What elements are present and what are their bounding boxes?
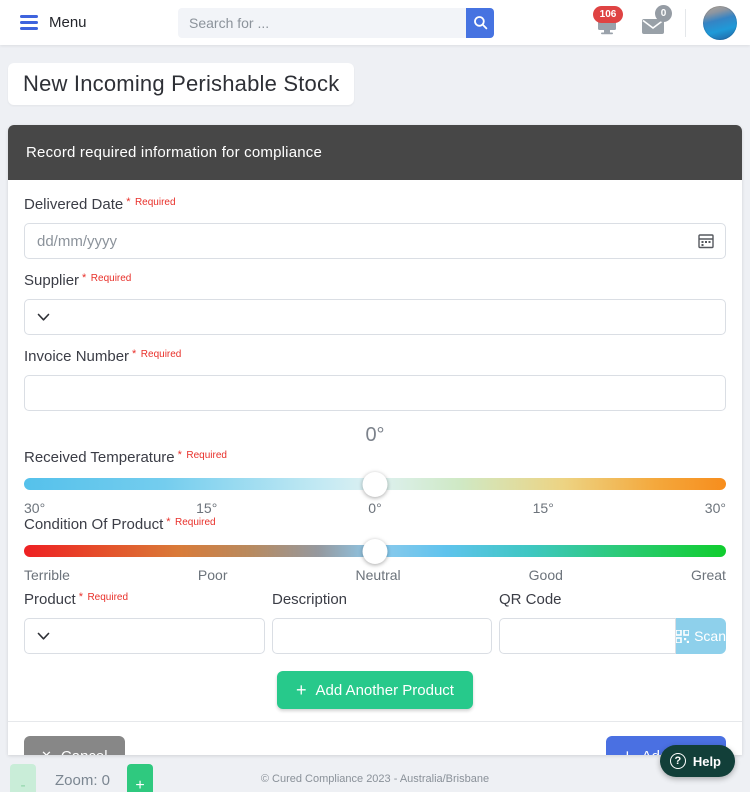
search-bar bbox=[178, 7, 494, 38]
supplier-select[interactable] bbox=[24, 299, 726, 335]
required-marker: * Required bbox=[177, 449, 227, 461]
top-navbar: Menu 106 bbox=[0, 0, 750, 45]
menu-toggle[interactable]: Menu bbox=[0, 14, 178, 31]
close-icon: ✕ bbox=[41, 748, 52, 755]
zoom-out-button[interactable]: - bbox=[10, 764, 36, 792]
add-product-row: + Add Another Product bbox=[24, 671, 726, 709]
chevron-down-icon bbox=[37, 313, 50, 321]
invoice-number-label: Invoice Number bbox=[24, 348, 130, 365]
search-icon bbox=[473, 16, 487, 30]
tick-label: 30° bbox=[704, 500, 726, 516]
condition-ticks: Terrible Poor Neutral Good Great bbox=[24, 567, 726, 583]
page-title-card: New Incoming Perishable Stock bbox=[8, 63, 355, 105]
notifications-badge: 106 bbox=[593, 5, 623, 23]
description-label: Description bbox=[272, 591, 348, 608]
delivered-date-group: Delivered Date * Required bbox=[24, 196, 726, 259]
tick-label: Great bbox=[690, 567, 726, 583]
zoom-controls: - Zoom: 0 + bbox=[10, 764, 154, 792]
card-actions: ✕ Cancel + Add Stock bbox=[8, 722, 742, 755]
required-marker: * Required bbox=[132, 348, 182, 360]
plus-icon: + bbox=[296, 679, 307, 700]
messages-button[interactable]: 0 bbox=[640, 4, 672, 38]
hamburger-menu-icon[interactable] bbox=[20, 15, 38, 30]
tick-label: 30° bbox=[24, 500, 46, 516]
received-temperature-label: Received Temperature bbox=[24, 449, 175, 466]
invoice-number-input[interactable] bbox=[24, 375, 726, 411]
qr-code-input[interactable] bbox=[499, 618, 677, 654]
search-input[interactable] bbox=[178, 7, 466, 38]
product-row: Product * Required Description QR Code bbox=[24, 591, 726, 654]
navbar-actions: 106 0 bbox=[593, 4, 750, 40]
required-marker: * Required bbox=[166, 516, 216, 528]
description-input[interactable] bbox=[272, 618, 492, 654]
tick-label: Terrible bbox=[24, 567, 70, 583]
cancel-button[interactable]: ✕ Cancel bbox=[24, 736, 125, 755]
tick-label: Good bbox=[528, 567, 563, 583]
tick-label: 15° bbox=[196, 500, 218, 516]
calendar-icon[interactable] bbox=[698, 233, 714, 249]
copyright-text: © Cured Compliance 2023 - Australia/Bris… bbox=[260, 773, 490, 785]
tick-label: Neutral bbox=[355, 567, 401, 583]
card-divider bbox=[8, 721, 742, 722]
cancel-button-label: Cancel bbox=[61, 748, 108, 756]
qr-code-group: QR Code Scan bbox=[499, 591, 726, 654]
help-button[interactable]: ? Help bbox=[659, 745, 735, 777]
condition-of-product-label: Condition Of Product bbox=[24, 516, 164, 533]
temperature-slider[interactable] bbox=[24, 471, 726, 497]
user-avatar[interactable] bbox=[703, 5, 737, 40]
supplier-label: Supplier bbox=[24, 272, 80, 289]
required-marker: * Required bbox=[82, 272, 132, 284]
zoom-in-button[interactable]: + bbox=[127, 764, 154, 792]
add-another-product-label: Add Another Product bbox=[315, 681, 454, 699]
zoom-level: Zoom: 0 bbox=[55, 772, 111, 789]
plus-icon: + bbox=[622, 746, 633, 756]
qr-code-icon bbox=[676, 629, 690, 643]
description-group: Description bbox=[272, 591, 492, 654]
page-title: New Incoming Perishable Stock bbox=[23, 71, 340, 96]
product-label: Product bbox=[24, 591, 76, 608]
required-marker: * Required bbox=[126, 196, 176, 208]
received-temperature-group: 0° Received Temperature * Required 30° 15… bbox=[24, 424, 726, 516]
tick-label: Poor bbox=[197, 567, 228, 583]
delivered-date-label: Delivered Date bbox=[24, 196, 124, 213]
tick-label: 0° bbox=[368, 500, 382, 516]
tick-label: 15° bbox=[532, 500, 554, 516]
invoice-number-group: Invoice Number * Required bbox=[24, 348, 726, 411]
supplier-group: Supplier * Required bbox=[24, 272, 726, 335]
condition-of-product-group: Condition Of Product * Required Terrible … bbox=[24, 516, 726, 583]
scan-button[interactable]: Scan bbox=[676, 618, 726, 654]
temperature-ticks: 30° 15° 0° 15° 30° bbox=[24, 500, 726, 516]
menu-label[interactable]: Menu bbox=[49, 14, 87, 31]
add-another-product-button[interactable]: + Add Another Product bbox=[277, 671, 473, 709]
temperature-slider-thumb[interactable] bbox=[362, 471, 388, 497]
product-group: Product * Required bbox=[24, 591, 265, 654]
scan-button-label: Scan bbox=[694, 628, 726, 644]
question-icon: ? bbox=[669, 753, 686, 769]
card-body: Delivered Date* Required Supplier* Requi… bbox=[8, 180, 742, 709]
qr-code-label: QR Code bbox=[499, 591, 562, 608]
stock-form-card: Record required information for complian… bbox=[8, 125, 742, 755]
condition-slider-thumb[interactable] bbox=[362, 538, 388, 564]
search-button[interactable] bbox=[466, 7, 494, 38]
condition-slider[interactable] bbox=[24, 538, 726, 564]
help-button-label: Help bbox=[692, 753, 721, 769]
messages-badge: 0 bbox=[655, 4, 672, 22]
chevron-down-icon bbox=[37, 632, 50, 640]
notifications-button[interactable]: 106 bbox=[593, 5, 623, 38]
navbar-divider bbox=[685, 8, 686, 37]
temperature-value: 0° bbox=[365, 424, 385, 446]
delivered-date-input[interactable] bbox=[24, 223, 726, 259]
card-header: Record required information for complian… bbox=[8, 125, 742, 180]
product-select[interactable] bbox=[24, 618, 265, 654]
envelope-icon bbox=[642, 18, 664, 34]
required-marker: * Required bbox=[78, 591, 129, 603]
